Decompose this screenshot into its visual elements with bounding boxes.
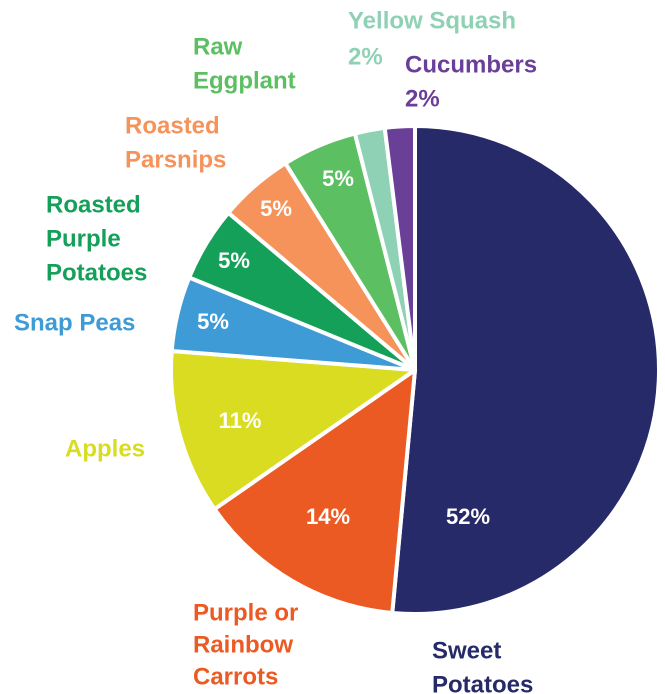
value-label-apples: 11% (219, 408, 262, 433)
value-label-roasted-purple-potatoes: 5% (218, 248, 250, 273)
category-label-purple-or-rainbow-carrots: Purple or Rainbow Carrots (193, 599, 298, 690)
category-label-raw-eggplant: Raw Eggplant (193, 33, 296, 94)
pie-slices (169, 124, 661, 616)
value-label-sweet-potatoes: 52% (446, 504, 490, 529)
category-label-snap-peas: Snap Peas (14, 309, 135, 336)
slice-cucumbers (382, 124, 417, 372)
slice-sweet-potatoes (390, 124, 661, 616)
slice-apples (169, 349, 417, 512)
value-label-cucumbers: 2% (405, 85, 440, 112)
value-label-purple-or-rainbow-carrots: 14% (306, 504, 350, 529)
slice-value-labels: 52% 14% 11% 5% 5% 5% 5% (197, 166, 490, 529)
category-label-apples: Apples (65, 435, 145, 462)
category-label-cucumbers: Cucumbers (405, 51, 537, 78)
category-label-roasted-parsnips: Roasted Parsnips (125, 112, 226, 173)
slice-purple-or-rainbow-carrots (212, 368, 417, 615)
value-label-raw-eggplant: 5% (322, 166, 354, 191)
category-label-yellow-squash: Yellow Squash (348, 7, 516, 34)
value-label-roasted-parsnips: 5% (260, 196, 292, 221)
category-labels: Sweet Potatoes Purple or Rainbow Carrots Appl… (14, 7, 537, 694)
category-label-sweet-potatoes: Sweet Potatoes (432, 637, 533, 694)
value-label-snap-peas: 5% (197, 309, 229, 334)
value-label-yellow-squash: 2% (348, 43, 383, 70)
category-label-roasted-purple-potatoes: Roasted Purple Potatoes (46, 191, 147, 286)
